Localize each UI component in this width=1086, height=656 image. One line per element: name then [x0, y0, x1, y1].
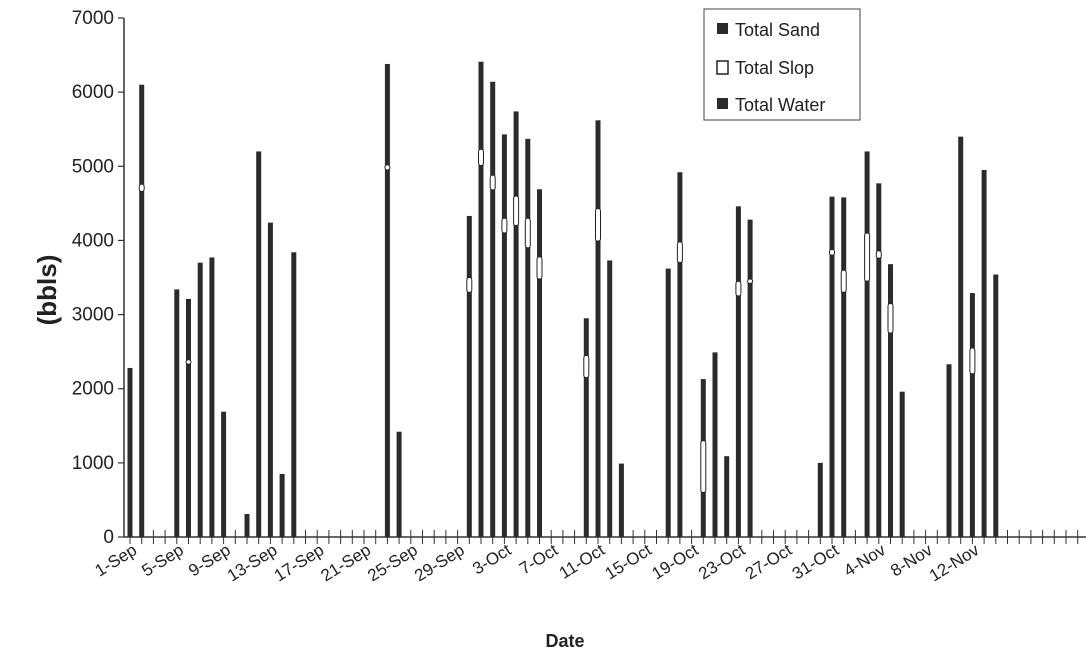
marker-total-slop: [466, 277, 473, 293]
bar-total-water: [186, 299, 191, 537]
legend-label-total-water: Total Water: [735, 95, 825, 115]
bar-total-water: [478, 61, 484, 537]
bar-total-water: [466, 215, 472, 537]
bar-total-water: [665, 268, 671, 537]
slop-markers: [138, 148, 976, 494]
y-tick-label: 1000: [72, 453, 114, 474]
marker-total-slop: [489, 174, 496, 191]
bar-total-water: [981, 169, 987, 537]
bars: [127, 61, 999, 538]
y-tick-label: 3000: [72, 305, 114, 326]
x-axis-label: Date: [545, 631, 584, 651]
marker-total-slop: [829, 248, 835, 256]
bar-total-water: [817, 462, 823, 537]
marker-total-slop: [513, 195, 520, 227]
bar-total-water: [724, 456, 730, 537]
legend-label-total-sand: Total Sand: [735, 20, 820, 40]
bar-total-water: [747, 219, 753, 537]
bar-total-water: [864, 151, 870, 537]
bar-total-water: [127, 367, 133, 537]
y-axis-label: (bbls): [32, 255, 62, 326]
marker-total-slop: [676, 241, 683, 264]
bar-total-water: [396, 431, 402, 537]
bar-total-water: [969, 293, 975, 537]
bar-total-water: [583, 318, 589, 537]
y-axis: 0 1000 2000 3000 4000 5000 6000 7000: [72, 8, 125, 548]
marker-total-slop: [185, 359, 192, 365]
bar-total-water: [595, 120, 601, 538]
bar-total-water: [209, 257, 215, 537]
y-tick-label: 2000: [72, 379, 114, 400]
marker-total-slop: [536, 256, 543, 280]
marker-total-slop: [747, 278, 754, 284]
marker-total-slop: [875, 250, 882, 259]
bar-total-water: [677, 172, 683, 537]
bar-total-water: [525, 138, 531, 538]
marker-total-slop: [384, 164, 391, 171]
bar-total-water: [899, 391, 905, 537]
marker-total-slop: [501, 217, 508, 234]
marker-total-slop: [969, 347, 976, 375]
y-tick-label: 0: [103, 527, 114, 548]
marker-total-slop: [840, 269, 847, 293]
legend-frame: [703, 8, 861, 121]
bar-total-water: [244, 514, 250, 537]
marker-total-slop: [887, 302, 894, 334]
marker-total-slop: [583, 354, 590, 379]
bar-total-water: [501, 134, 507, 537]
legend-swatch-total-water: [717, 98, 728, 109]
bar-total-water: [712, 352, 718, 537]
legend-swatch-total-slop: [716, 60, 729, 75]
y-tick-label: 5000: [72, 156, 114, 177]
bar-total-water: [256, 151, 262, 537]
marker-total-slop: [138, 183, 145, 192]
bar-total-water: [291, 252, 297, 537]
bar-total-water: [267, 222, 273, 538]
bar-total-water: [513, 111, 519, 538]
bar-total-water: [841, 197, 847, 537]
y-tick-label: 7000: [72, 8, 114, 29]
bar-total-water: [197, 262, 203, 537]
bar-total-water: [174, 289, 180, 537]
bar-total-water: [607, 260, 613, 537]
legend-swatch-total-sand: [717, 23, 728, 34]
marker-total-slop: [735, 280, 742, 297]
bar-total-water: [221, 411, 227, 537]
bar-total-water: [735, 206, 741, 537]
marker-total-slop: [595, 208, 601, 242]
bar-total-water: [958, 136, 964, 537]
marker-total-slop: [700, 440, 707, 494]
bar-total-water: [946, 364, 952, 537]
y-tick-label: 4000: [72, 230, 114, 251]
bar-total-water: [876, 183, 882, 538]
bar-total-water: [888, 264, 893, 537]
marker-total-slop: [478, 148, 484, 167]
legend-label-total-slop: Total Slop: [735, 58, 814, 78]
bar-total-water: [618, 463, 624, 537]
legend: Total Sand Total Slop Total Water: [703, 8, 861, 121]
bar-total-water: [139, 84, 145, 537]
y-tick-label: 6000: [72, 82, 114, 103]
bar-total-water: [537, 189, 542, 537]
bar-total-water: [993, 274, 999, 537]
bar-total-water: [279, 473, 285, 537]
bar-total-water: [490, 81, 496, 538]
bar-total-water: [829, 196, 835, 538]
marker-total-slop: [524, 217, 531, 249]
bar-total-water: [384, 63, 390, 538]
marker-total-slop: [864, 232, 871, 282]
